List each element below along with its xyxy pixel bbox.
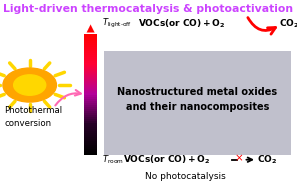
- Bar: [84, 152, 97, 155]
- Bar: [84, 134, 97, 137]
- Bar: [84, 36, 97, 39]
- Bar: [84, 40, 97, 43]
- Bar: [84, 92, 97, 95]
- Circle shape: [3, 68, 56, 102]
- Bar: [84, 58, 97, 61]
- Bar: [84, 132, 97, 135]
- Bar: [84, 82, 97, 85]
- Bar: [84, 72, 97, 75]
- Bar: [84, 128, 97, 131]
- Bar: [84, 148, 97, 151]
- Bar: [84, 60, 97, 63]
- Bar: [84, 46, 97, 49]
- Bar: [84, 110, 97, 113]
- Text: $\mathit{T}_{\rm light\text{-}off}$: $\mathit{T}_{\rm light\text{-}off}$: [102, 17, 132, 30]
- Bar: [84, 140, 97, 143]
- Bar: [84, 102, 97, 105]
- Text: $\mathit{T}_{\rm room}$: $\mathit{T}_{\rm room}$: [102, 153, 124, 166]
- Bar: [84, 106, 97, 109]
- Bar: [84, 98, 97, 101]
- Bar: [84, 50, 97, 53]
- Text: No photocatalysis: No photocatalysis: [145, 172, 226, 181]
- Bar: [84, 146, 97, 149]
- Text: $\mathbf{CO_2}$: $\mathbf{CO_2}$: [257, 153, 277, 166]
- Bar: [84, 114, 97, 117]
- Text: Photothermal
conversion: Photothermal conversion: [4, 106, 63, 128]
- Text: Light-driven thermocatalysis & photoactivation: Light-driven thermocatalysis & photoacti…: [4, 4, 293, 14]
- Bar: [84, 44, 97, 47]
- Bar: [84, 38, 97, 41]
- Text: $\times$: $\times$: [234, 153, 243, 163]
- Bar: [84, 42, 97, 45]
- Bar: [84, 94, 97, 97]
- Bar: [84, 76, 97, 79]
- Bar: [84, 126, 97, 129]
- Bar: [84, 96, 97, 99]
- Text: $\mathbf{CO_2}$: $\mathbf{CO_2}$: [279, 17, 297, 30]
- Bar: [84, 66, 97, 69]
- Bar: [84, 108, 97, 111]
- Bar: [84, 142, 97, 145]
- Bar: [84, 136, 97, 139]
- Bar: [84, 64, 97, 67]
- Bar: [84, 84, 97, 87]
- Bar: [84, 130, 97, 133]
- Bar: [84, 100, 97, 103]
- Bar: [84, 88, 97, 91]
- Bar: [84, 144, 97, 147]
- Bar: [84, 34, 97, 37]
- Text: $\mathbf{VOCs(or\ CO) + O_2}$: $\mathbf{VOCs(or\ CO) + O_2}$: [138, 17, 225, 30]
- Bar: [84, 48, 97, 51]
- Bar: [84, 150, 97, 153]
- Bar: [84, 68, 97, 71]
- Text: $\mathbf{VOCs(or\ CO) + O_2}$: $\mathbf{VOCs(or\ CO) + O_2}$: [123, 153, 211, 166]
- Bar: [84, 112, 97, 115]
- Bar: [84, 80, 97, 83]
- Bar: [84, 74, 97, 77]
- Circle shape: [14, 75, 46, 95]
- Bar: [84, 138, 97, 141]
- Bar: [84, 116, 97, 119]
- Bar: [84, 104, 97, 107]
- Bar: [84, 122, 97, 125]
- Bar: [84, 118, 97, 121]
- Bar: [104, 51, 291, 155]
- Bar: [84, 52, 97, 55]
- Bar: [84, 78, 97, 81]
- Bar: [84, 124, 97, 127]
- Bar: [84, 56, 97, 59]
- Bar: [84, 54, 97, 57]
- Bar: [84, 90, 97, 93]
- Bar: [84, 62, 97, 65]
- Bar: [84, 120, 97, 123]
- Bar: [84, 70, 97, 73]
- Text: Nanostructured metal oxides
and their nanocomposites: Nanostructured metal oxides and their na…: [117, 87, 278, 112]
- Bar: [84, 86, 97, 89]
